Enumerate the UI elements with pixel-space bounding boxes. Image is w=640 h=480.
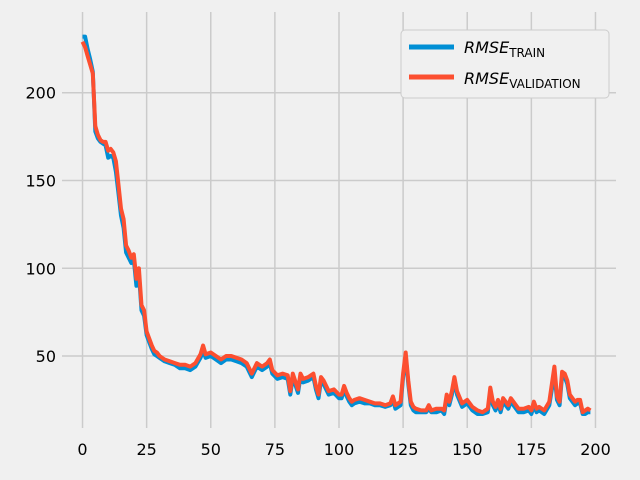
legend-label-train-main: RMSE [464, 38, 510, 57]
x-tick-label: 175 [516, 440, 547, 459]
legend-label-train: RMSETRAIN [464, 38, 545, 60]
x-tick-label: 200 [580, 440, 611, 459]
y-tick-label: 150 [25, 172, 56, 191]
x-tick-label: 75 [265, 440, 285, 459]
series-line-validation [80, 40, 592, 415]
legend-label-validation: RMSEVALIDATION [464, 69, 581, 91]
x-tick-label: 25 [136, 440, 156, 459]
x-tick-label: 50 [201, 440, 221, 459]
y-tick-label: 100 [25, 259, 56, 278]
legend-label-train-sub: TRAIN [508, 46, 545, 60]
legend-label-validation-main: RMSE [464, 69, 510, 88]
legend-label-validation-sub: VALIDATION [509, 77, 580, 91]
x-tick-label: 0 [77, 440, 87, 459]
series-layer [80, 34, 592, 416]
x-tick-label: 125 [388, 440, 419, 459]
y-axis-ticks: 50 100 150 200 [25, 84, 56, 366]
y-tick-label: 200 [25, 84, 56, 103]
y-tick-label: 50 [36, 347, 56, 366]
legend: RMSETRAIN RMSEVALIDATION [400, 29, 610, 99]
x-tick-label: 150 [452, 440, 483, 459]
x-axis-ticks: 0 25 50 75 100 125 150 175 200 [77, 440, 610, 459]
x-tick-label: 100 [324, 440, 355, 459]
